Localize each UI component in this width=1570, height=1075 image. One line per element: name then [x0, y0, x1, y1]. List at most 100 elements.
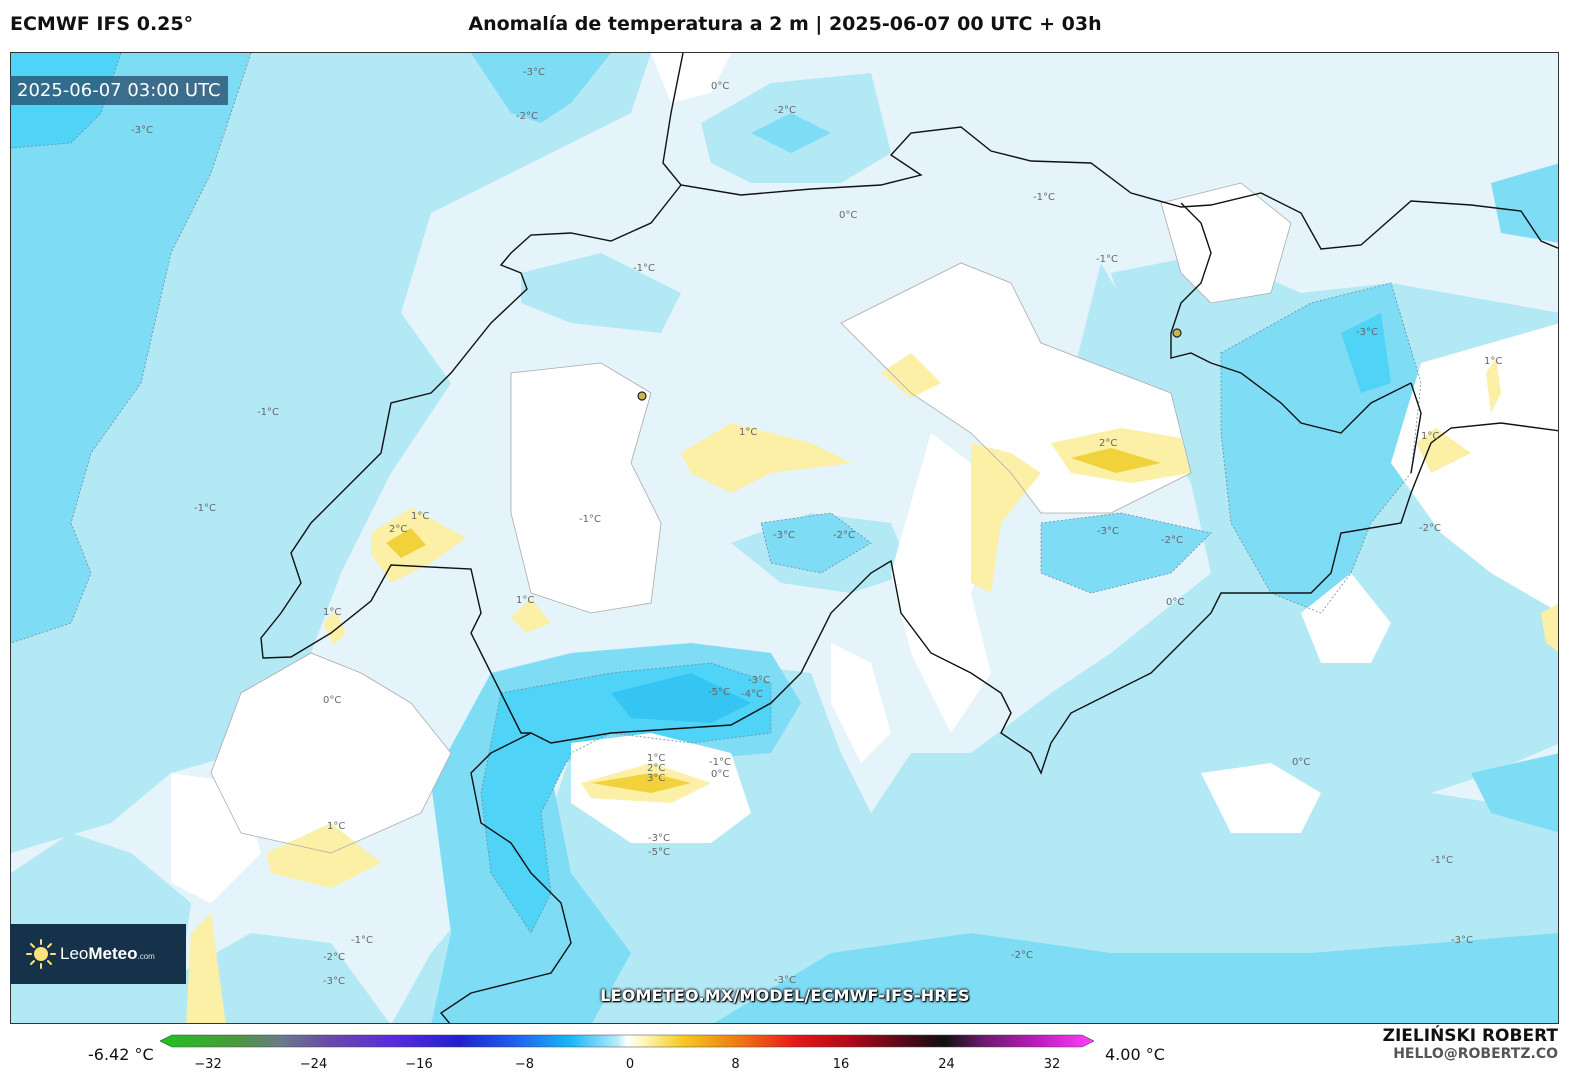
contour-fill-plus1-e — [881, 353, 941, 398]
contour-fill-minus3-southeast — [1041, 513, 1211, 593]
valid-time-badge: 2025-06-07 03:00 UTC — [10, 76, 228, 105]
contour-label: 2°C — [1099, 438, 1117, 449]
colorbar-min-label: -6.42 °C — [88, 1045, 154, 1064]
contour-label: 1°C — [647, 753, 665, 764]
colorbar-max-label: 4.00 °C — [1105, 1045, 1165, 1064]
map-title: Anomalía de temperatura a 2 m | 2025-06-… — [468, 13, 1102, 35]
model-name: ECMWF IFS 0.25° — [10, 13, 194, 35]
contour-fill-plus3-sea — [591, 773, 691, 793]
contour-label: -5°C — [648, 847, 670, 858]
contour-fill-zero-se2 — [1301, 573, 1391, 663]
contour-fill-plus1-i — [1416, 428, 1471, 473]
contour-fill-minus3-alps — [761, 513, 871, 573]
logo-text-light: Leo — [60, 944, 89, 963]
contour-label: 1°C — [323, 607, 341, 618]
contour-label: -3°C — [774, 975, 796, 986]
contour-label: 0°C — [839, 210, 857, 221]
contour-label: 2°C — [389, 524, 407, 535]
contour-fill-zero-se — [1201, 763, 1321, 833]
contour-label: -2°C — [1161, 535, 1183, 546]
contour-fill-zero-central — [511, 363, 661, 613]
contour-fill-zero-east — [1391, 323, 1558, 612]
contour-label: 0°C — [1166, 597, 1184, 608]
colorbar-tick-label: 32 — [1043, 1057, 1061, 1072]
contour-label: -3°C — [773, 530, 795, 541]
contour-label: 1°C — [516, 595, 534, 606]
colorbar-tick-label: −24 — [299, 1057, 328, 1072]
contour-label: 0°C — [711, 81, 729, 92]
contour-label: -1°C — [633, 263, 655, 274]
contour-fill-plus2-b — [386, 528, 426, 558]
contour-label: -2°C — [833, 530, 855, 541]
contour-fill-plus1-f — [266, 823, 381, 888]
contour-labels: -3°C -2°C 0°C -2°C -1°C 0°C -1°C -1°C -3… — [131, 67, 1502, 987]
contour-label: -1°C — [257, 407, 279, 418]
zero-contour-lines — [210, 182, 1292, 854]
source-watermark: LEOMETEO.MX/MODEL/ECMWF-IFS-HRES — [600, 986, 970, 1005]
contour-fill-zero-sw — [171, 773, 261, 903]
contour-label: -1°C — [1033, 192, 1055, 203]
contour-label: -1°C — [194, 503, 216, 514]
contour-fill-minus3-ne — [1491, 163, 1558, 243]
contour-label: -3°C — [323, 976, 345, 987]
contour-label: -4°C — [741, 689, 763, 700]
map-panel[interactable]: -3°C -2°C 0°C -2°C -1°C 0°C -1°C -1°C -3… — [10, 52, 1559, 1024]
contour-fill-minus3-north — [471, 53, 611, 123]
contour-label: -1°C — [709, 757, 731, 768]
contour-fill-plus2-a — [1071, 448, 1161, 473]
contour-label: 1°C — [1484, 356, 1502, 367]
contour-label: -3°C — [648, 833, 670, 844]
contour-label: -3°C — [1097, 526, 1119, 537]
colorbar-tick-label: 8 — [731, 1057, 740, 1072]
contour-fill-minus3-farsoutheast — [1471, 753, 1558, 833]
contour-label: 2°C — [647, 763, 665, 774]
colorbar — [160, 1034, 1094, 1048]
contour-label: 1°C — [327, 821, 345, 832]
contour-label: 1°C — [739, 427, 757, 438]
contour-fill-plus1-d — [971, 443, 1041, 593]
contour-label: -2°C — [516, 111, 538, 122]
contour-fill-minus1-patch — [521, 253, 681, 333]
colorbar-tick-label: −32 — [194, 1057, 222, 1072]
contour-label: 1°C — [1421, 431, 1439, 442]
contour-fill-plus1-j — [1486, 358, 1501, 413]
contour-lines — [11, 53, 1422, 934]
colorbar-tick-label: −16 — [405, 1057, 433, 1072]
contour-fill-plus1-k — [1541, 604, 1558, 652]
contour-label: -3°C — [131, 125, 153, 136]
contour-fill-zero-sea2 — [831, 643, 891, 763]
contour-fill-zero-west — [211, 653, 451, 853]
contour-fill-minus3-southeast-sea — [714, 933, 1558, 1023]
contour-label: 0°C — [323, 695, 341, 706]
contour-fill-plus1-a — [681, 423, 851, 493]
borders — [260, 53, 1558, 1023]
contour-label: 0°C — [711, 769, 729, 780]
contour-label: -3°C — [1451, 935, 1473, 946]
contour-fill-minus2-north — [751, 113, 831, 153]
contour-label: -3°C — [523, 67, 545, 78]
contour-fill-plus1-l — [186, 913, 226, 1023]
contour-label: -5°C — [708, 687, 730, 698]
contour-fill-plus1-g — [511, 598, 551, 633]
city-marker — [1172, 328, 1182, 338]
contour-label: 0°C — [1292, 757, 1310, 768]
logo-text-bold: Meteo — [88, 944, 138, 963]
contour-label: 1°C — [411, 511, 429, 522]
contour-fill-zero-north — [651, 53, 731, 103]
city-marker — [637, 391, 647, 401]
author-name: ZIELIŃSKI ROBERT — [1382, 1026, 1558, 1046]
contour-fill-minus1-patch2 — [1071, 263, 1151, 393]
contour-fill-plus1-h — [323, 611, 346, 645]
contour-fill-minus3-west — [11, 53, 251, 643]
colorbar-tick-label: 0 — [625, 1057, 635, 1072]
contour-fill-minus5-south — [481, 663, 771, 933]
logo-suffix: .com — [137, 952, 155, 961]
contour-label: -1°C — [579, 514, 601, 525]
contour-label: -2°C — [1419, 523, 1441, 534]
author-email: HELLO@ROBERTZ.CO — [1393, 1046, 1558, 1062]
leometeo-logo[interactable]: LeoMeteo.com — [10, 924, 186, 984]
colorbar-tick-label: 24 — [938, 1057, 955, 1072]
contour-label: -3°C — [748, 675, 770, 686]
colorbar-tick-label: 16 — [832, 1057, 850, 1072]
contour-label: -2°C — [774, 105, 796, 116]
